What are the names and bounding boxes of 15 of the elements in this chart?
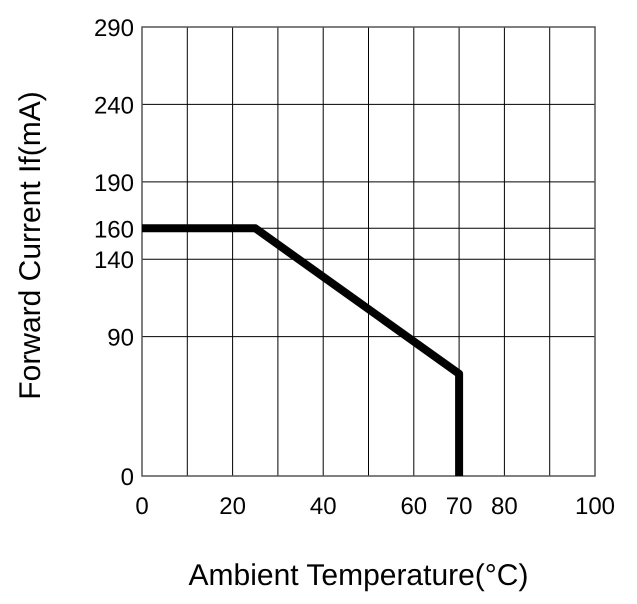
x-tick-label: 20 — [219, 493, 246, 520]
y-tick-label: 0 — [120, 464, 134, 491]
y-tick-label: 160 — [94, 216, 134, 244]
x-tick-label: 60 — [400, 493, 428, 520]
y-tick-label: 190 — [94, 170, 134, 197]
x-axis-title: Ambient Temperature(°C) — [188, 559, 528, 592]
x-tick-label: 100 — [574, 493, 616, 520]
x-tick-label: 70 — [446, 493, 472, 520]
y-tick-label: 290 — [94, 15, 134, 42]
x-tick-label: 80 — [491, 493, 518, 520]
y-tick-label: 140 — [94, 247, 134, 274]
y-axis-title: Forward Current If(mA) — [14, 91, 47, 400]
y-tick-label: 90 — [107, 324, 134, 352]
y-tick-label: 240 — [94, 92, 134, 120]
x-tick-label: 40 — [310, 493, 337, 520]
